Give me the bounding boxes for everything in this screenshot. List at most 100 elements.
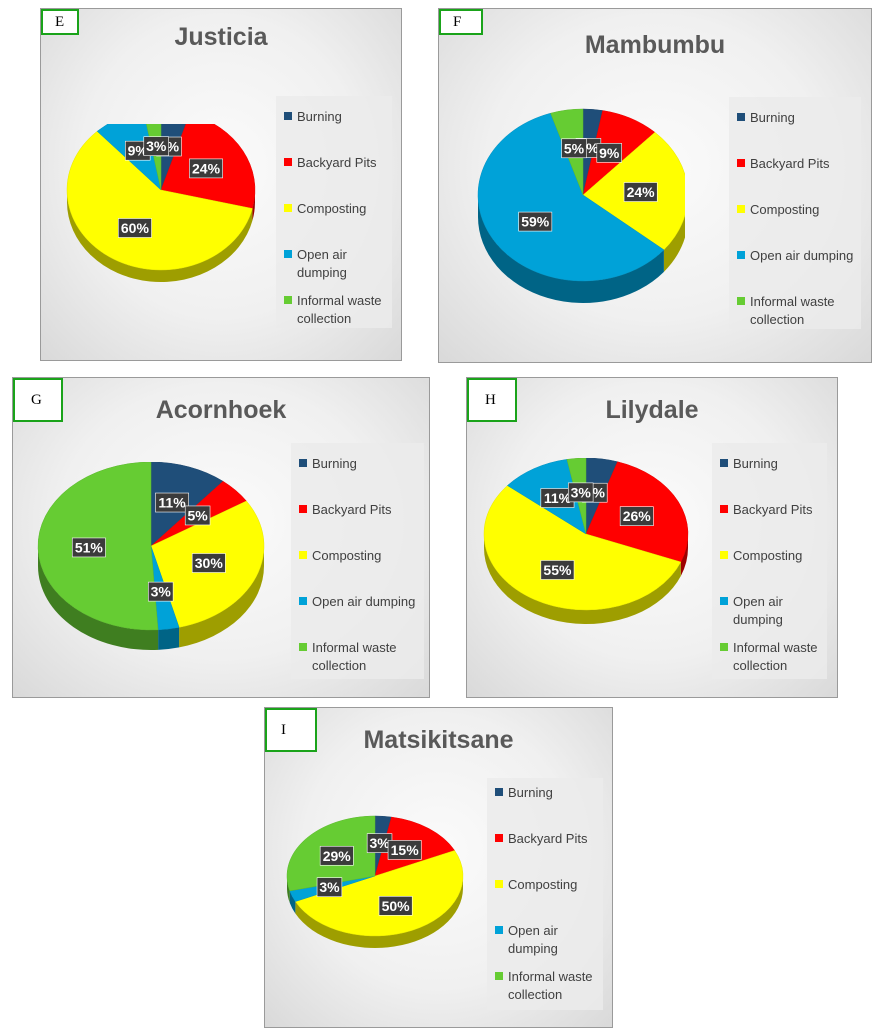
legend-swatch (299, 459, 307, 467)
chart-legend: Burning Backyard Pits Composting Open ai… (276, 96, 392, 328)
pie-slice-composting (66, 130, 253, 271)
data-label-text: 3% (369, 835, 390, 851)
legend-swatch (284, 158, 292, 166)
legend-item-burning: Burning (284, 108, 342, 126)
data-label: 24% (189, 158, 223, 179)
data-label: 26% (619, 506, 654, 527)
data-label: 30% (191, 553, 226, 573)
legend-swatch (495, 834, 503, 842)
data-label: 59% (518, 211, 553, 232)
legend-item-burning: Burning (299, 455, 357, 473)
data-label: 9% (596, 143, 622, 163)
data-label: 15% (387, 840, 422, 860)
pie-side-open-air-dumping (158, 627, 180, 650)
data-label-text: 15% (391, 842, 420, 858)
data-label: 55% (540, 560, 575, 580)
legend-swatch (737, 251, 745, 259)
chart-legend: Burning Backyard Pits Composting Open ai… (487, 778, 603, 1010)
data-label-text: 50% (382, 898, 411, 914)
panel-tag: I (265, 708, 317, 752)
panel-tag: E (41, 9, 79, 35)
legend-swatch (284, 250, 292, 258)
data-label-text: 11% (544, 490, 572, 506)
legend-item-backyard-pits: Backyard Pits (737, 155, 829, 173)
data-label-text: 5% (564, 140, 585, 156)
data-label-text: 5% (188, 507, 209, 523)
chart-title: Lilydale (605, 396, 699, 424)
chart-panel-mambumbu: F Mambumbu 3% 9% 24% 59% 5% Burning Backyard… (438, 8, 872, 363)
data-label: 3% (143, 136, 169, 156)
pie-side-open-air-dumping (478, 195, 664, 303)
data-label-text: 24% (192, 160, 221, 176)
pie-side (287, 876, 463, 948)
data-label-text: 51% (75, 539, 104, 555)
panel-tag: F (439, 9, 483, 35)
legend-swatch (737, 113, 745, 121)
pie-side-composting (295, 876, 463, 948)
legend-item-open-air-dumping: Open air dumping (495, 922, 595, 958)
pie-side (478, 195, 685, 303)
pie-slice-composting (294, 850, 464, 937)
pie-side-informal-waste-collection (287, 876, 290, 903)
legend-swatch (299, 597, 307, 605)
legend-swatch (737, 159, 745, 167)
pie-side-composting (663, 215, 685, 272)
legend-swatch (495, 788, 503, 796)
legend-item-composting: Composting (299, 547, 381, 565)
data-label: 50% (378, 896, 413, 916)
data-label: 51% (71, 537, 106, 558)
data-label-text: 24% (627, 184, 656, 200)
chart-title: Acornhoek (155, 396, 287, 424)
chart-legend: Burning Backyard Pits Composting Open ai… (712, 443, 827, 679)
legend-swatch (720, 551, 728, 559)
pie-chart: 5%24%60%9%3% (66, 124, 256, 282)
chart-panel-matsikitsane: I Matsikitsane 3% 15% 50% 3% 29% Burning Bac… (264, 707, 613, 1028)
data-label-text: 59% (521, 214, 550, 230)
pie-chart: 3% 15%50%3%29% (286, 815, 464, 948)
pie-slice-open-air-dumping (477, 112, 665, 282)
legend-item-informal-waste-collection: Informal waste collection (737, 293, 847, 329)
legend-swatch (299, 505, 307, 513)
chart-legend: Burning Backyard Pits Composting Open ai… (729, 97, 861, 329)
data-label-text: 11% (158, 495, 186, 511)
legend-item-informal-waste-collection: Informal waste collection (720, 639, 830, 675)
data-label: 5% (184, 505, 211, 526)
data-label-text: 9% (599, 145, 620, 161)
data-label-text: 26% (623, 508, 652, 524)
legend-item-informal-waste-collection: Informal waste collection (299, 639, 409, 675)
pie-side (484, 534, 688, 624)
legend-swatch (284, 112, 292, 120)
legend-swatch (720, 597, 728, 605)
data-label: 11% (540, 488, 575, 508)
legend-item-open-air-dumping: Open air dumping (737, 247, 853, 265)
chart-panel-acornhoek: G Acornhoek 11% 5% 30% 3% 51% Burning Backya… (12, 377, 430, 698)
pie-side-backyard-pits (252, 190, 255, 221)
data-label: 3% (316, 877, 343, 897)
pie-chart: 11%5% 30% 3% 51% (37, 462, 265, 650)
legend-swatch (737, 297, 745, 305)
legend-item-composting: Composting (495, 876, 577, 894)
data-label: 11% (155, 492, 189, 513)
pie-side-backyard-pits (680, 534, 688, 576)
legend-item-burning: Burning (720, 455, 778, 473)
chart-title: Mambumbu (584, 31, 726, 59)
data-label: 3% (568, 482, 594, 503)
chart-title: Matsikitsane (363, 726, 514, 754)
legend-item-composting: Composting (284, 200, 366, 218)
panel-tag: H (467, 378, 517, 422)
legend-swatch (495, 972, 503, 980)
data-label: 29% (319, 845, 354, 866)
chart-title: Justicia (174, 23, 268, 51)
legend-item-burning: Burning (495, 784, 553, 802)
legend-item-composting: Composting (720, 547, 802, 565)
panel-tag: G (13, 378, 63, 422)
legend-swatch (495, 926, 503, 934)
legend-swatch (720, 505, 728, 513)
data-label-text: 9% (128, 143, 149, 159)
pie-slice-composting (483, 485, 682, 611)
data-label: 3% (366, 833, 393, 853)
legend-item-open-air-dumping: Open air dumping (720, 593, 820, 629)
legend-item-backyard-pits: Backyard Pits (299, 501, 391, 519)
legend-item-backyard-pits: Backyard Pits (720, 501, 812, 519)
legend-swatch (495, 880, 503, 888)
